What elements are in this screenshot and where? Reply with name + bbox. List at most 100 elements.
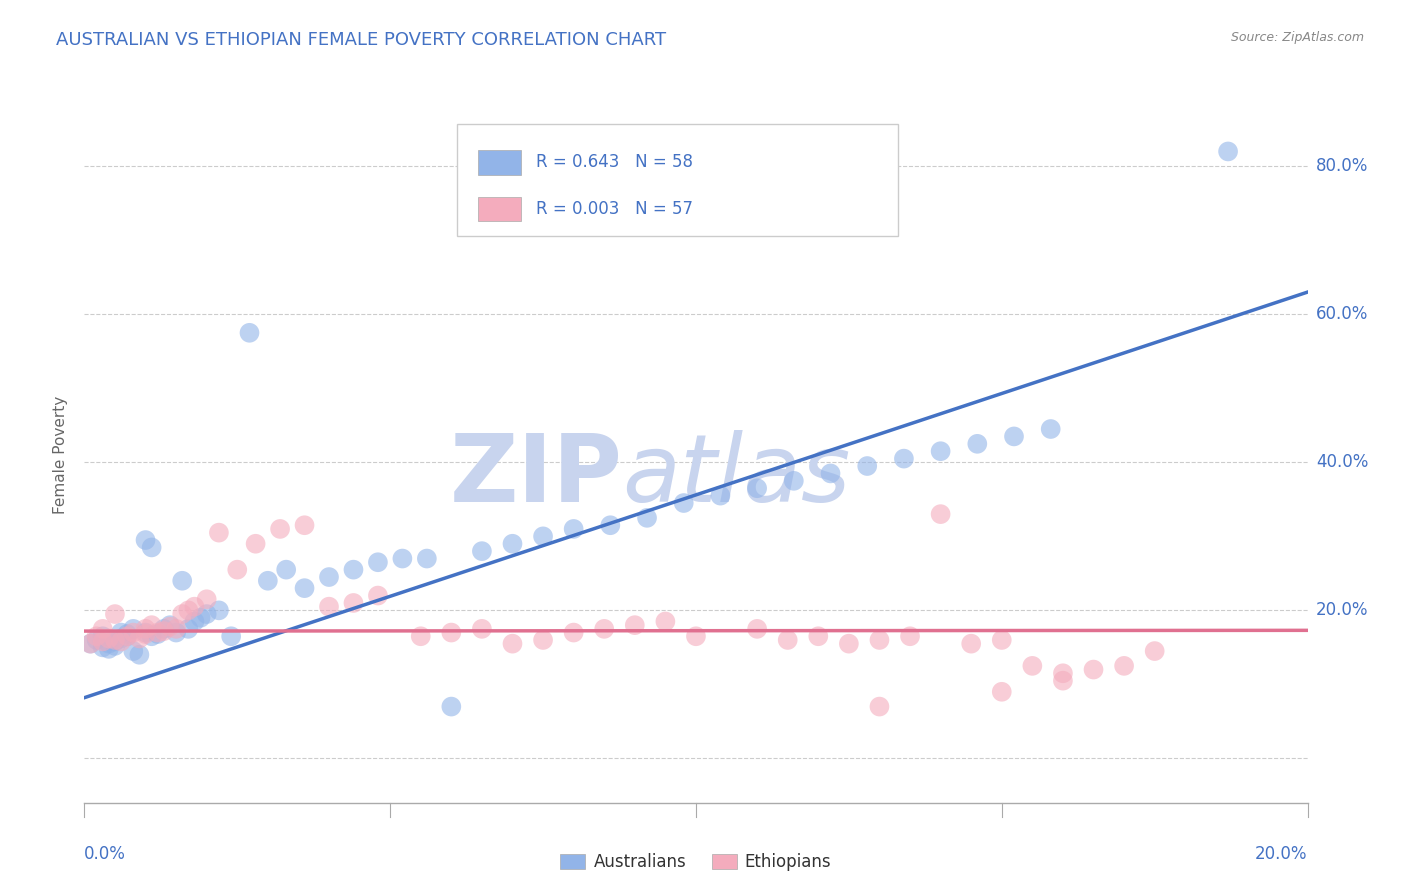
- Y-axis label: Female Poverty: Female Poverty: [53, 396, 69, 514]
- Point: [141, 541, 163, 555]
- Point: [135, 625, 157, 640]
- Point: [502, 637, 524, 651]
- Point: [440, 699, 463, 714]
- Point: [783, 474, 806, 488]
- Point: [416, 551, 439, 566]
- Point: [128, 648, 150, 662]
- Point: [165, 625, 187, 640]
- Point: [122, 644, 145, 658]
- Point: [269, 522, 291, 536]
- Text: R = 0.643   N = 58: R = 0.643 N = 58: [536, 153, 693, 171]
- Point: [135, 627, 157, 641]
- Point: [856, 458, 879, 473]
- Point: [91, 629, 114, 643]
- Point: [471, 544, 494, 558]
- Point: [276, 563, 298, 577]
- Point: [966, 437, 988, 451]
- Point: [1083, 663, 1105, 677]
- Point: [471, 622, 494, 636]
- Point: [183, 599, 205, 614]
- Point: [104, 639, 127, 653]
- Point: [165, 622, 187, 636]
- Point: [869, 632, 891, 647]
- Point: [502, 537, 524, 551]
- Text: 20.0%: 20.0%: [1256, 845, 1308, 863]
- Point: [110, 632, 132, 646]
- Point: [97, 641, 120, 656]
- Point: [807, 629, 830, 643]
- Point: [128, 632, 150, 646]
- Point: [190, 611, 212, 625]
- Point: [159, 620, 181, 634]
- Point: [122, 622, 145, 636]
- Text: Source: ZipAtlas.com: Source: ZipAtlas.com: [1230, 31, 1364, 45]
- Point: [91, 640, 114, 655]
- Point: [159, 618, 181, 632]
- Text: 20.0%: 20.0%: [1316, 601, 1368, 619]
- Point: [146, 625, 169, 640]
- Point: [172, 607, 194, 621]
- Point: [97, 632, 120, 646]
- Point: [409, 629, 432, 643]
- Point: [110, 634, 132, 648]
- Point: [97, 637, 120, 651]
- Point: [1052, 673, 1074, 688]
- Text: R = 0.003   N = 57: R = 0.003 N = 57: [536, 201, 693, 219]
- Text: ZIP: ZIP: [450, 430, 623, 522]
- Point: [238, 326, 260, 340]
- FancyBboxPatch shape: [457, 124, 898, 235]
- Point: [624, 618, 647, 632]
- Point: [245, 537, 267, 551]
- Point: [991, 632, 1014, 647]
- Point: [1021, 658, 1043, 673]
- Point: [294, 518, 316, 533]
- Point: [672, 496, 695, 510]
- Point: [219, 629, 242, 643]
- Point: [86, 629, 108, 643]
- Text: AUSTRALIAN VS ETHIOPIAN FEMALE POVERTY CORRELATION CHART: AUSTRALIAN VS ETHIOPIAN FEMALE POVERTY C…: [56, 31, 666, 49]
- Point: [91, 634, 114, 648]
- Point: [685, 629, 707, 643]
- Point: [91, 622, 114, 636]
- Point: [531, 632, 554, 647]
- Text: atlas: atlas: [623, 430, 851, 521]
- Point: [110, 625, 132, 640]
- Point: [440, 625, 463, 640]
- Point: [367, 555, 389, 569]
- Point: [342, 563, 364, 577]
- Point: [183, 615, 205, 629]
- Point: [104, 632, 127, 647]
- Point: [391, 551, 413, 566]
- Point: [153, 624, 176, 638]
- Point: [208, 525, 231, 540]
- Text: 60.0%: 60.0%: [1316, 305, 1368, 323]
- Point: [747, 481, 769, 495]
- Point: [135, 622, 157, 636]
- Point: [115, 629, 138, 643]
- Point: [104, 634, 127, 648]
- Point: [820, 467, 842, 481]
- Point: [898, 629, 921, 643]
- Point: [367, 589, 389, 603]
- Point: [294, 581, 316, 595]
- Point: [153, 622, 176, 636]
- Point: [929, 444, 952, 458]
- Point: [79, 637, 101, 651]
- Point: [893, 451, 915, 466]
- Point: [562, 625, 585, 640]
- FancyBboxPatch shape: [478, 150, 522, 175]
- Point: [177, 603, 200, 617]
- Point: [141, 629, 163, 643]
- Text: 80.0%: 80.0%: [1316, 157, 1368, 175]
- Point: [79, 637, 101, 651]
- Point: [531, 529, 554, 543]
- Point: [593, 622, 616, 636]
- Legend: Australians, Ethiopians: Australians, Ethiopians: [554, 847, 838, 878]
- Point: [1216, 145, 1239, 159]
- Point: [1039, 422, 1062, 436]
- Text: 40.0%: 40.0%: [1316, 453, 1368, 471]
- Point: [195, 607, 218, 621]
- Point: [654, 615, 676, 629]
- Point: [257, 574, 280, 588]
- Point: [146, 627, 169, 641]
